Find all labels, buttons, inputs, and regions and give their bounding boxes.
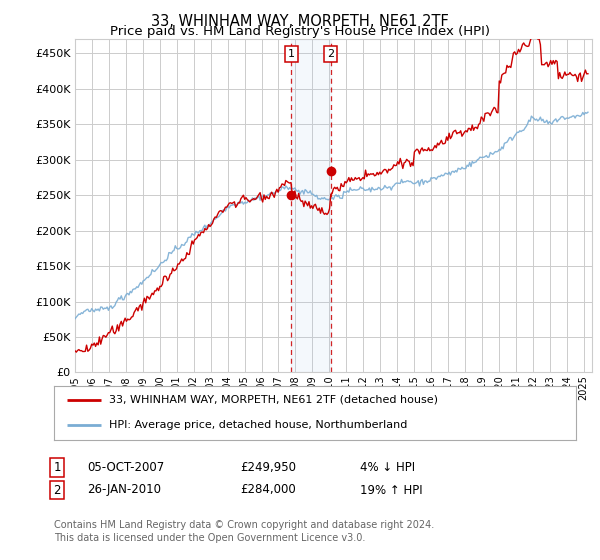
Text: 1: 1: [53, 461, 61, 474]
Text: 19% ↑ HPI: 19% ↑ HPI: [360, 483, 422, 497]
Text: 33, WHINHAM WAY, MORPETH, NE61 2TF: 33, WHINHAM WAY, MORPETH, NE61 2TF: [151, 14, 449, 29]
Text: £249,950: £249,950: [240, 461, 296, 474]
Text: 33, WHINHAM WAY, MORPETH, NE61 2TF (detached house): 33, WHINHAM WAY, MORPETH, NE61 2TF (deta…: [109, 395, 438, 405]
Text: 05-OCT-2007: 05-OCT-2007: [87, 461, 164, 474]
Text: HPI: Average price, detached house, Northumberland: HPI: Average price, detached house, Nort…: [109, 420, 407, 430]
Text: 2: 2: [327, 49, 334, 59]
Text: 4% ↓ HPI: 4% ↓ HPI: [360, 461, 415, 474]
Text: Contains HM Land Registry data © Crown copyright and database right 2024.
This d: Contains HM Land Registry data © Crown c…: [54, 520, 434, 543]
Text: 26-JAN-2010: 26-JAN-2010: [87, 483, 161, 497]
Bar: [292, 39, 331, 372]
Text: £284,000: £284,000: [240, 483, 296, 497]
Text: 2: 2: [53, 483, 61, 497]
Text: Price paid vs. HM Land Registry's House Price Index (HPI): Price paid vs. HM Land Registry's House …: [110, 25, 490, 38]
Text: 1: 1: [288, 49, 295, 59]
